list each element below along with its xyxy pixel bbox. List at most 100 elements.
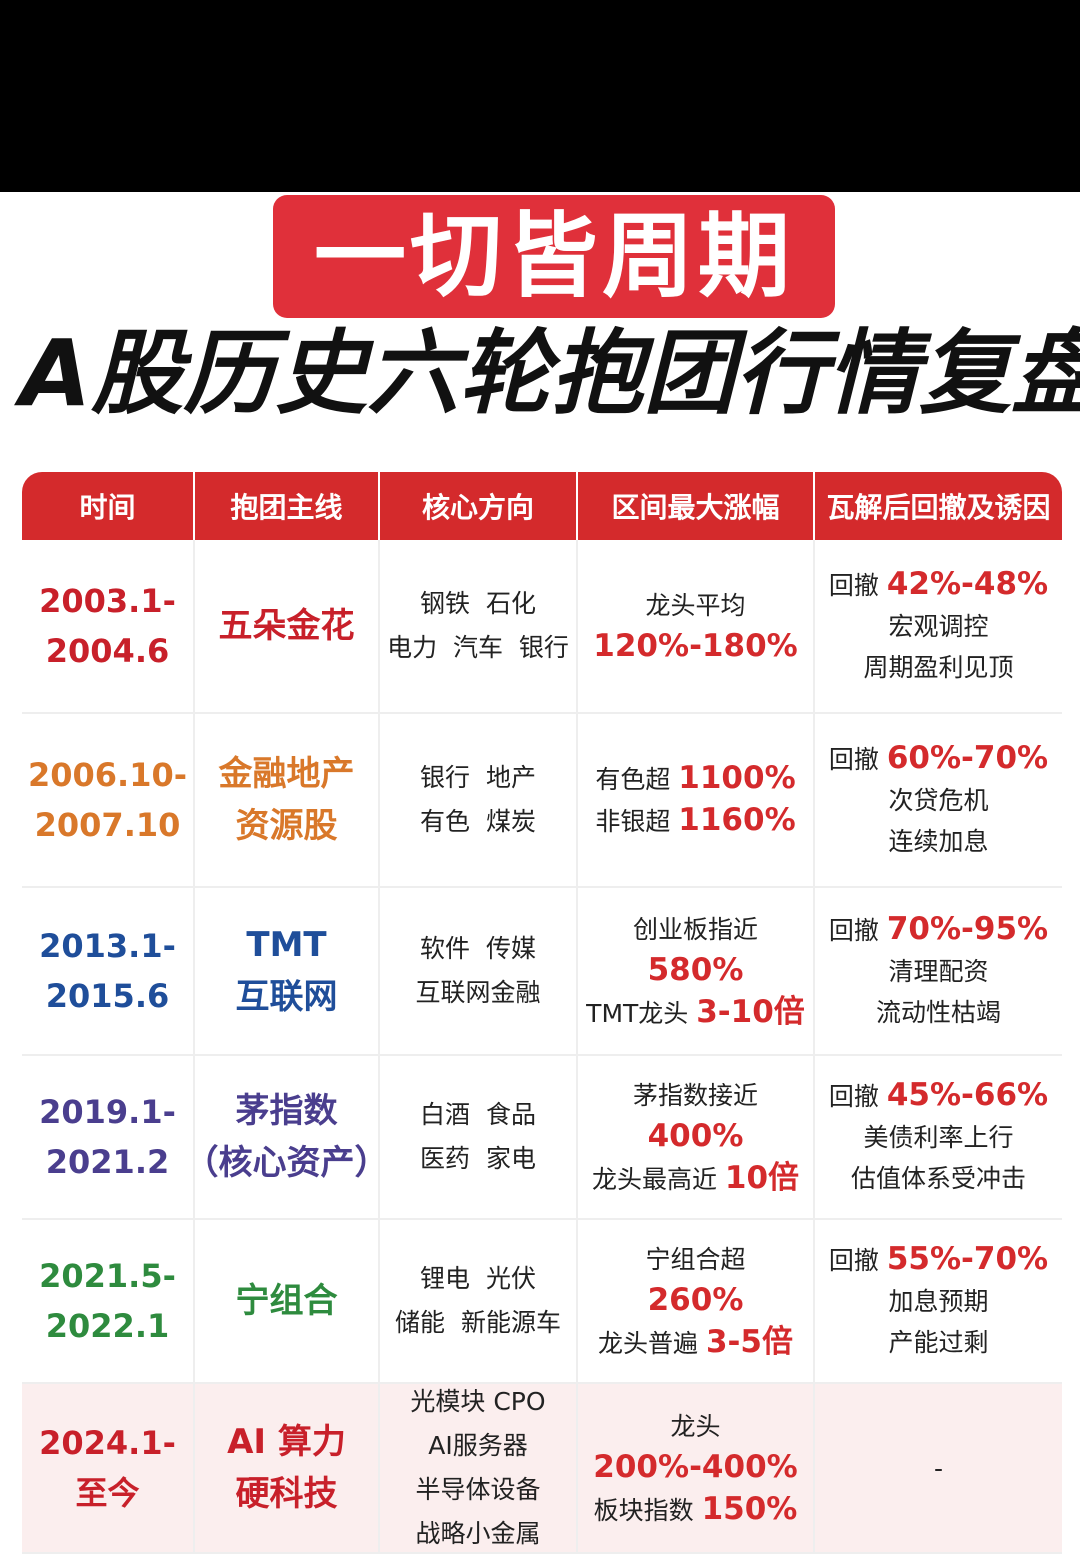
gain-line: 龙头普遍 3-5倍 (598, 1322, 793, 1364)
drawdown-line: 回撤 42%-48% (829, 564, 1048, 606)
drawdown-cell: 回撤 45%-66% 美债利率上行估值体系受冲击 (815, 1056, 1062, 1218)
theme-line: AI 算力 (227, 1422, 346, 1462)
drawdown-line: 回撤 70%-95% (829, 909, 1048, 951)
gain-text: 10倍 (724, 1159, 800, 1196)
gain-line: 宁组合超 (645, 1239, 745, 1280)
time-cell: 2013.1- 2015.6 (22, 888, 195, 1054)
core-line: 银行 地产 (420, 763, 536, 792)
gain-line: 创业板指近 (633, 909, 758, 950)
gain-text: 200%-400% (593, 1448, 798, 1485)
gain-text: 120%-180% (593, 627, 798, 664)
theme-cell: 茅指数 （核心资产） (185, 1056, 389, 1218)
drawdown-line: 连续加息 (888, 821, 988, 862)
gain-text: 龙头 (670, 1411, 721, 1441)
drawdown-text: - (933, 1453, 944, 1483)
gain-line: 茅指数接近 (633, 1075, 758, 1116)
table-row: 2021.5- 2022.1 宁组合 锂电 光伏 储能 新能源车 宁组合超 260% 龙头普遍… (22, 1220, 1062, 1384)
drawdown-text: 60%-70% (886, 740, 1049, 776)
title: 一切皆周期 (273, 195, 835, 318)
core-cell: 光模块 CPO AI服务器 半导体设备 战略小金属 (380, 1384, 578, 1552)
core-line: 有色 煤炭 (420, 807, 536, 836)
gain-text: 有色超 (595, 765, 679, 794)
drawdown-cell: - (815, 1384, 1062, 1552)
time-line: 2019.1- (39, 1093, 176, 1131)
drawdown-text: 次贷危机 (888, 786, 989, 815)
header-cell: 区间最大涨幅 (578, 472, 815, 540)
drawdown-text: 估值体系受冲击 (850, 1164, 1026, 1193)
time-line: 2015.6 (45, 977, 170, 1015)
drawdown-cell: 回撤 60%-70% 次贷危机连续加息 (815, 714, 1062, 886)
core-line: 战略小金属 (415, 1519, 541, 1548)
theme-line: 茅指数 (235, 1091, 338, 1131)
time-line: 2006.10- (27, 756, 188, 794)
gain-cell: 龙头 200%-400% 板块指数 150% (578, 1384, 815, 1552)
theme-line: 宁组合 (235, 1281, 338, 1321)
drawdown-line: 回撤 45%-66% (829, 1075, 1048, 1117)
theme-cell: 金融地产 资源股 (195, 714, 380, 886)
drawdown-text: 55%-70% (886, 1241, 1049, 1277)
drawdown-line: 清理配资 (888, 951, 988, 992)
gain-text: 1160% (678, 802, 796, 838)
gain-text: 580% (647, 951, 744, 988)
core-line: 电力 汽车 银行 (387, 633, 569, 662)
header-cell: 时间 (22, 472, 195, 540)
core-cell: 银行 地产有色 煤炭 (380, 714, 578, 886)
table-row: 2019.1- 2021.2 茅指数 （核心资产） 白酒 食品 医药 家电 茅指数接近 400… (22, 1056, 1062, 1220)
drawdown-text: 周期盈利见顶 (863, 653, 1014, 682)
gain-cell: 龙头平均 120%-180% (578, 540, 815, 712)
gain-line: 龙头 (670, 1406, 720, 1447)
gain-text: 宁组合超 (645, 1244, 746, 1274)
time-cell: 2006.10- 2007.10 (22, 714, 195, 886)
core-cell: 钢铁 石化电力 汽车 银行 (380, 540, 578, 712)
gain-cell: 宁组合超 260% 龙头普遍 3-5倍 (578, 1220, 815, 1382)
drawdown-text: 42%-48% (886, 566, 1049, 602)
gain-line: 非银超 1160% (595, 800, 795, 842)
theme-line: （核心资产） (184, 1143, 389, 1183)
drawdown-text: 45%-66% (886, 1077, 1049, 1113)
core-line: 白酒 食品 (420, 1100, 536, 1129)
drawdown-text: 回撤 (828, 916, 887, 945)
time-line: 2021.5- (39, 1257, 176, 1295)
time-line: 2003.1- (39, 582, 176, 620)
table-row: 2013.1- 2015.6 TMT 互联网 软件 传媒 互联网金融 创业板指近 580% TM… (22, 888, 1062, 1056)
drawdown-line: 周期盈利见顶 (863, 647, 1013, 688)
gain-text: 3-10倍 (696, 993, 805, 1030)
gain-cell: 有色超 1100% 非银超 1160% (578, 714, 815, 886)
gain-line: 有色超 1100% (595, 758, 795, 800)
theme-cell: TMT 互联网 (195, 888, 380, 1054)
gain-text: 龙头最高近 (591, 1164, 725, 1194)
theme-line: 资源股 (235, 806, 338, 846)
table-row: 2006.10- 2007.10 金融地产 资源股 银行 地产 有色 煤炭 有色超 1100… (22, 714, 1062, 888)
gain-cell: 创业板指近 580% TMT龙头 3-10倍 (578, 888, 815, 1054)
drawdown-cell: 回撤 70%-95% 清理配资 流动性枯竭 (815, 888, 1062, 1054)
core-line: 锂电 光伏 (420, 1264, 536, 1293)
drawdown-line: 美债利率上行 (863, 1117, 1013, 1158)
drawdown-cell: 回撤 42%-48% 宏观调控 周期盈利见顶 (815, 540, 1062, 712)
drawdown-text: 70%-95% (886, 911, 1049, 947)
drawdown-text: 清理配资 (888, 957, 989, 986)
core-line: 钢铁 石化 (420, 589, 536, 618)
gain-line: 龙头最高近 10倍 (592, 1158, 799, 1200)
gain-line: 龙头平均 (645, 585, 745, 626)
gain-line: 120%-180% (593, 626, 797, 668)
gain-text: 3-5倍 (705, 1323, 793, 1360)
gain-text: 板块指数 (593, 1495, 702, 1525)
time-line: 2021.2 (45, 1143, 170, 1181)
gain-text: 龙头平均 (645, 590, 746, 620)
gain-text: 茅指数接近 (632, 1080, 758, 1110)
theme-line: TMT (246, 925, 327, 965)
core-line: 储能 新能源车 (395, 1308, 561, 1337)
header-cell: 瓦解后回撤及诱因 (826, 491, 1051, 524)
time-cell: 2019.1- 2021.2 (22, 1056, 195, 1218)
drawdown-line: 加息预期 (888, 1281, 988, 1322)
time-line: 2013.1- (39, 927, 176, 965)
gain-cell: 茅指数接近 400% 龙头最高近 10倍 (578, 1056, 815, 1218)
drawdown-text: 加息预期 (888, 1287, 989, 1316)
drawdown-text: 回撤 (828, 745, 887, 774)
core-line: 软件 传媒 (420, 934, 536, 963)
header-row: 时间 抱团主线 核心方向 区间最大涨幅 瓦解后回撤及诱因 (22, 472, 1062, 540)
drawdown-line: 产能过剩 (888, 1322, 988, 1363)
gain-text: TMT龙头 (586, 998, 697, 1028)
drawdown-line: - (934, 1448, 943, 1489)
